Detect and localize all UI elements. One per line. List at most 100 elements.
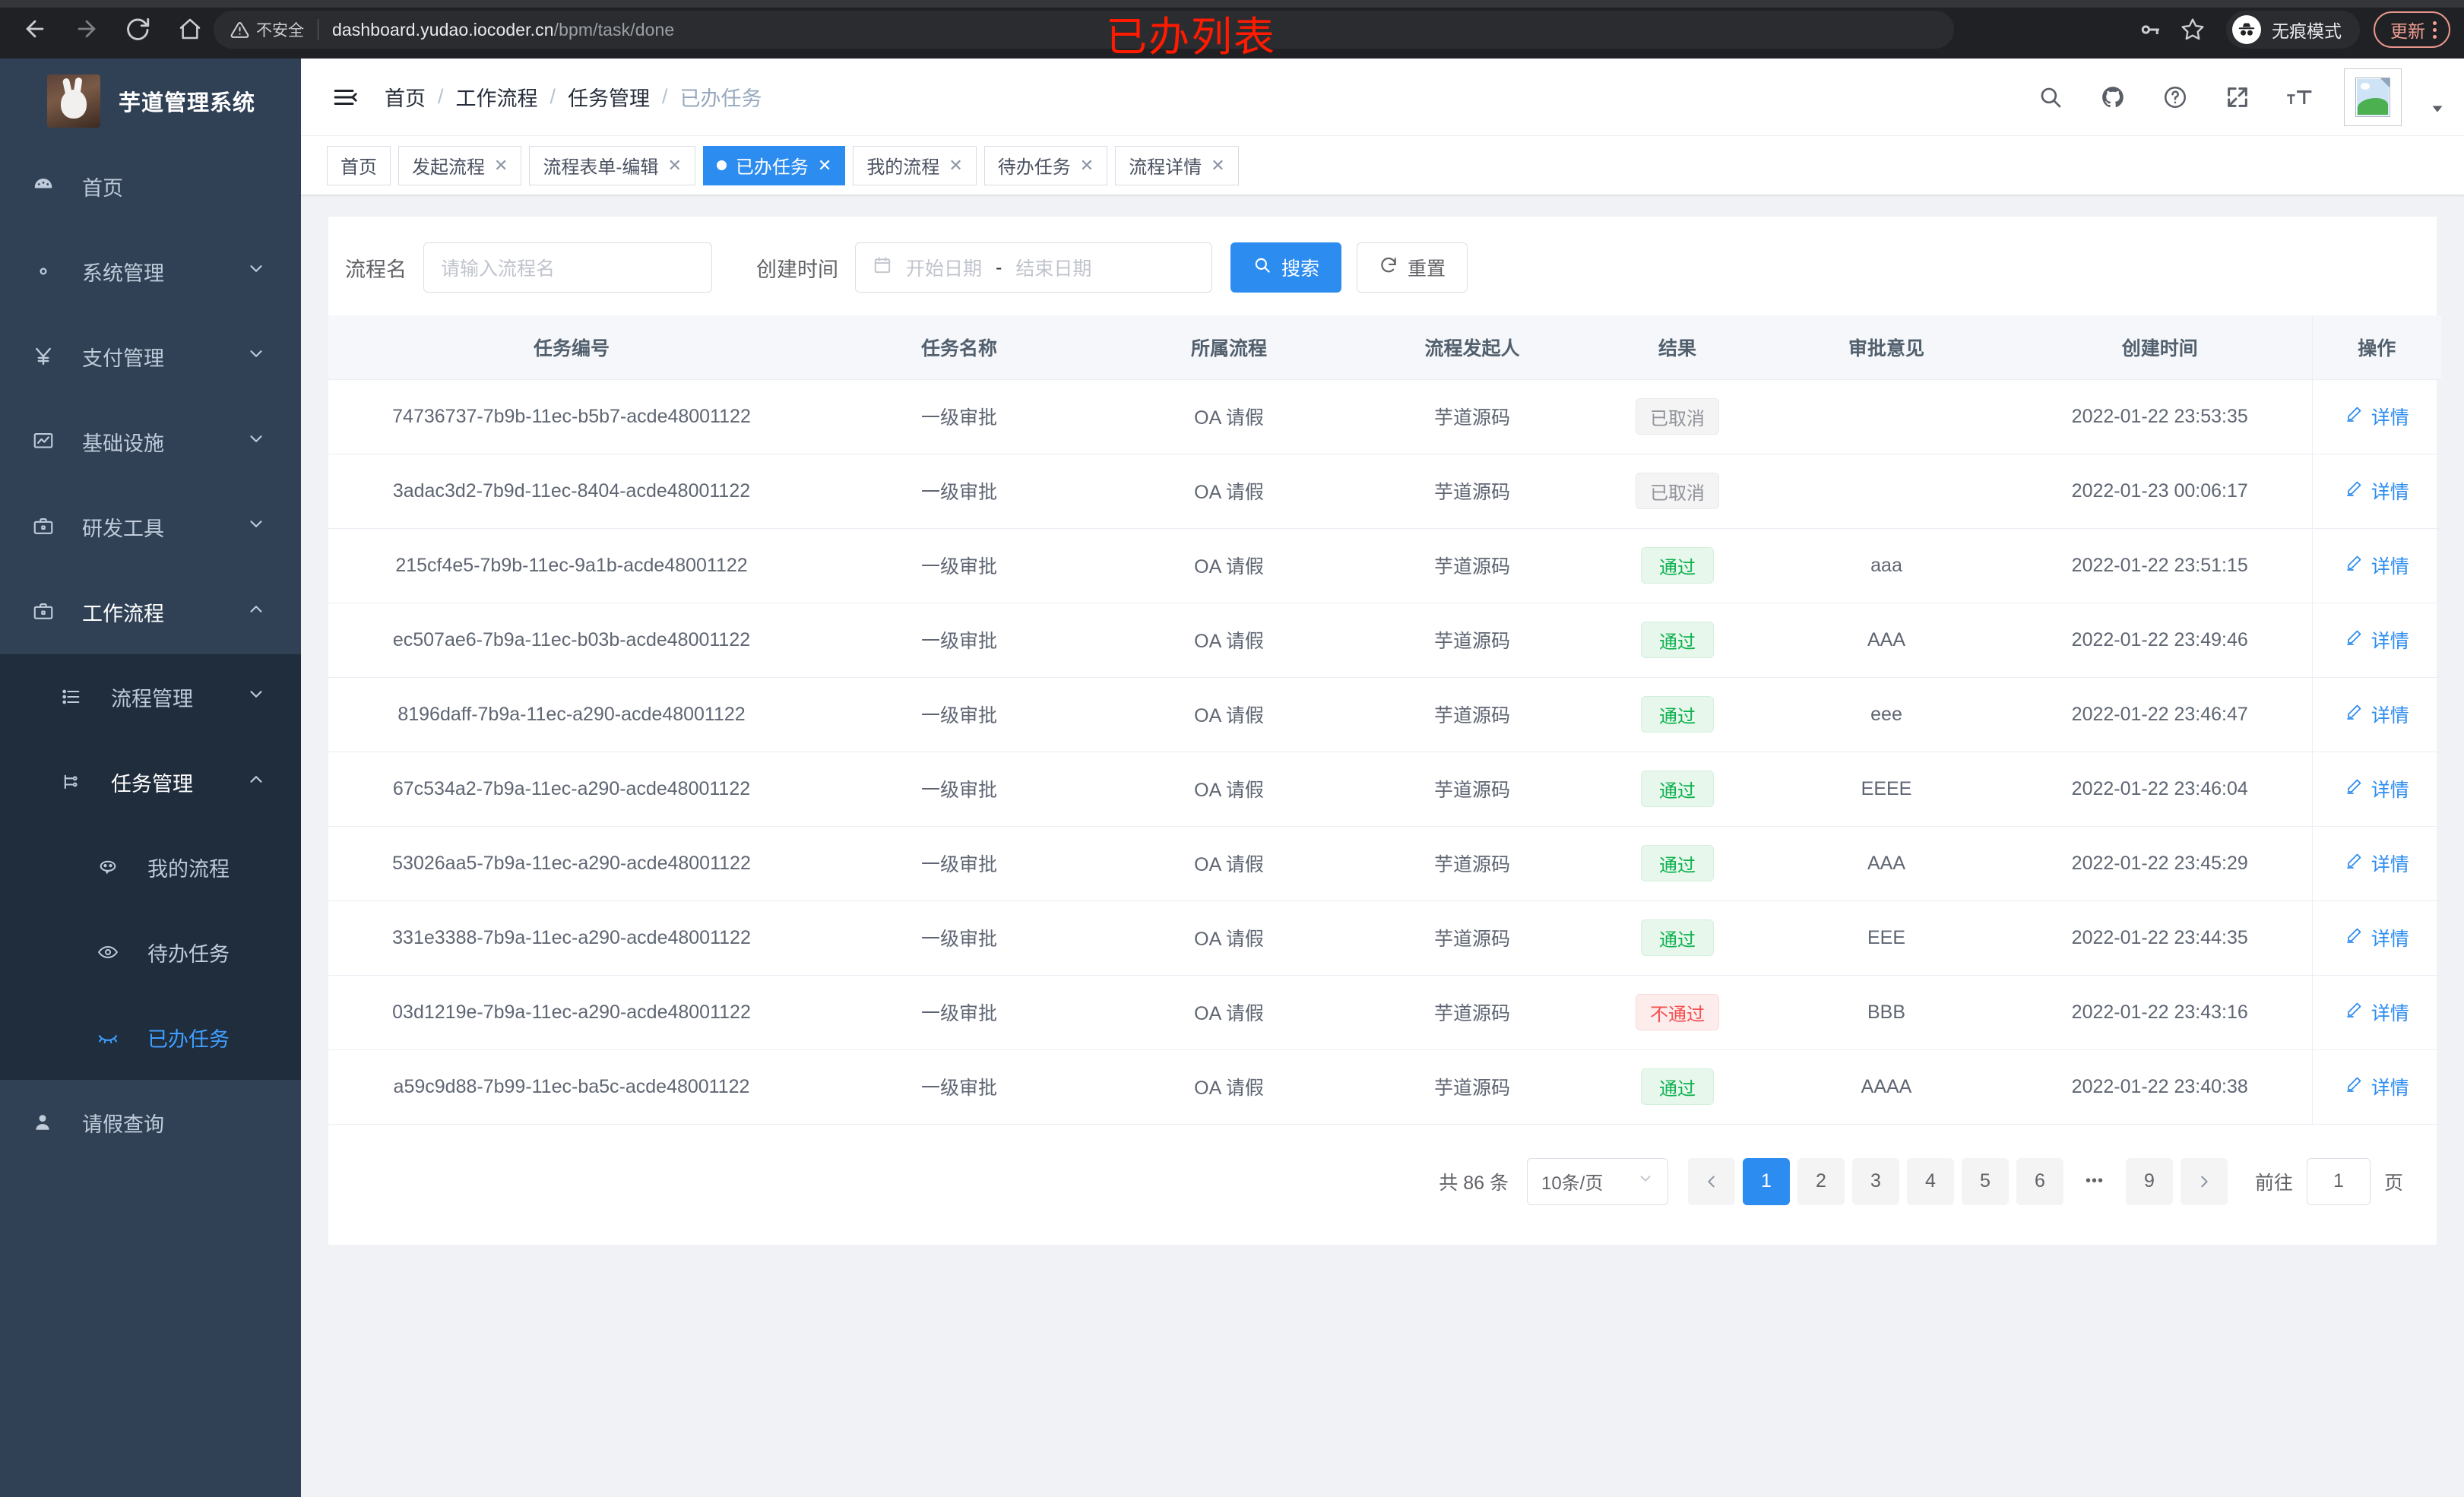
cell-initiator: 芋道源码 <box>1354 752 1590 827</box>
update-button[interactable]: 更新 <box>2374 11 2450 48</box>
detail-link[interactable]: 详情 <box>2345 850 2409 877</box>
date-range-picker[interactable]: 开始日期 - 结束日期 <box>855 242 1212 293</box>
close-icon[interactable]: ✕ <box>949 155 963 175</box>
tab-label: 首页 <box>340 157 377 178</box>
close-icon[interactable]: ✕ <box>494 155 508 175</box>
detail-link[interactable]: 详情 <box>2345 552 2409 579</box>
cell-result: 已取消 <box>1590 379 1765 454</box>
detail-link[interactable]: 详情 <box>2345 775 2409 802</box>
tab-my-process[interactable]: 我的流程 ✕ <box>853 145 977 185</box>
tab-process-form-edit[interactable]: 流程表单-编辑 ✕ <box>529 145 695 185</box>
chat-icon <box>97 856 135 878</box>
sidebar-item-home[interactable]: 首页 <box>0 144 301 229</box>
cell-initiator: 芋道源码 <box>1354 379 1590 454</box>
sidebar-item-label: 已办任务 <box>147 1027 230 1051</box>
page-button-1[interactable]: 1 <box>1742 1157 1790 1205</box>
browser-toolbar-right: 无痕模式 更新 <box>2130 11 2450 49</box>
close-icon[interactable]: ✕ <box>1079 155 1094 175</box>
page-button-6[interactable]: 6 <box>2016 1157 2063 1205</box>
cell-operation: 详情 <box>2311 826 2441 901</box>
search-icon[interactable] <box>2032 79 2069 116</box>
process-name-label: 流程名 <box>345 258 407 281</box>
cell-operation: 详情 <box>2311 752 2441 827</box>
sidebar-item-workflow[interactable]: 工作流程 <box>0 569 301 654</box>
avatar[interactable] <box>2344 68 2402 126</box>
cell-task-id: 8196daff-7b9a-11ec-a290-acde48001122 <box>328 677 815 752</box>
sidebar-toggle-button[interactable] <box>328 81 362 114</box>
cell-comment: AAA <box>1765 603 2008 678</box>
pagination-goto-input[interactable]: 1 <box>2306 1157 2371 1205</box>
detail-link[interactable]: 详情 <box>2345 1073 2409 1100</box>
page-size-select[interactable]: 10条/页 <box>1526 1157 1668 1205</box>
table-row: 331e3388-7b9a-11ec-a290-acde48001122 一级审批… <box>328 900 2441 976</box>
done-task-table: 任务编号 任务名称 所属流程 流程发起人 结果 审批意见 创建时间 操作 747… <box>328 315 2441 1125</box>
page-button-5[interactable]: 5 <box>1961 1157 2009 1205</box>
sidebar-item-infrastructure[interactable]: 基础设施 <box>0 399 301 484</box>
detail-link[interactable]: 详情 <box>2345 626 2409 654</box>
sidebar-item-system[interactable]: 系统管理 <box>0 229 301 314</box>
page-button-9[interactable]: 9 <box>2125 1157 2173 1205</box>
page-button-2[interactable]: 2 <box>1797 1157 1845 1205</box>
page-button-4[interactable]: 4 <box>1906 1157 1954 1205</box>
detail-link[interactable]: 详情 <box>2345 701 2409 728</box>
eye-closed-icon <box>97 1027 135 1048</box>
tab-done-task[interactable]: 已办任务 ✕ <box>702 145 846 185</box>
tab-todo-task[interactable]: 待办任务 ✕ <box>983 145 1108 185</box>
tab-start-process[interactable]: 发起流程 ✕ <box>398 145 522 185</box>
back-button[interactable] <box>17 11 53 47</box>
chrome-menu-icon[interactable] <box>2433 21 2437 39</box>
breadcrumb-item[interactable]: 首页 <box>385 87 426 110</box>
detail-link[interactable]: 详情 <box>2345 924 2409 951</box>
cell-task-name: 一级审批 <box>815 900 1104 976</box>
close-icon[interactable]: ✕ <box>1211 155 1225 175</box>
sidebar-item-process-mgmt[interactable]: 流程管理 <box>0 654 301 739</box>
close-icon[interactable]: ✕ <box>667 155 682 175</box>
cell-process: OA 请假 <box>1104 528 1354 603</box>
incognito-pill[interactable]: 无痕模式 <box>2226 11 2360 49</box>
forward-button[interactable] <box>68 11 105 47</box>
cell-task-id: 74736737-7b9b-11ec-b5b7-acde48001122 <box>328 379 815 454</box>
sidebar-item-leave-query[interactable]: 请假查询 <box>0 1080 301 1165</box>
briefcase-icon <box>32 515 70 538</box>
reset-button[interactable]: 重置 <box>1357 242 1468 293</box>
reload-button[interactable] <box>120 11 157 47</box>
detail-link[interactable]: 详情 <box>2345 403 2409 430</box>
cell-task-id: 215cf4e5-7b9b-11ec-9a1b-acde48001122 <box>328 528 815 603</box>
password-key-icon[interactable] <box>2130 11 2170 49</box>
sidebar-item-task-mgmt[interactable]: 任务管理 <box>0 739 301 824</box>
breadcrumb-item[interactable]: 任务管理 <box>568 87 651 110</box>
breadcrumb-item[interactable]: 工作流程 <box>455 87 538 110</box>
sidebar-item-done-task[interactable]: 已办任务 <box>0 995 301 1080</box>
security-indicator[interactable]: 不安全 <box>230 18 304 41</box>
bookmark-star-icon[interactable] <box>2173 11 2212 49</box>
breadcrumb-separator: / <box>662 85 668 108</box>
tab-home[interactable]: 首页 <box>327 145 391 185</box>
sidebar-item-devtools[interactable]: 研发工具 <box>0 484 301 569</box>
sidebar-item-payment[interactable]: 支付管理 <box>0 314 301 399</box>
close-icon[interactable]: ✕ <box>817 155 832 175</box>
search-button[interactable]: 搜索 <box>1230 242 1341 293</box>
detail-link[interactable]: 详情 <box>2345 999 2409 1026</box>
tab-process-detail[interactable]: 流程详情 ✕ <box>1115 145 1239 185</box>
app-root: 芋道管理系统 首页 系统管理 支付管理 <box>0 59 2464 1497</box>
chevron-down-icon[interactable] <box>2429 100 2446 121</box>
page-next-button[interactable] <box>2180 1157 2228 1205</box>
page-prev-button[interactable] <box>1687 1157 1735 1205</box>
brand[interactable]: 芋道管理系统 <box>0 59 301 144</box>
detail-link[interactable]: 详情 <box>2345 477 2409 505</box>
sidebar-item-todo-task[interactable]: 待办任务 <box>0 910 301 995</box>
page-button-3[interactable]: 3 <box>1851 1157 1899 1205</box>
address-bar[interactable]: 不安全 dashboard.yudao.iocoder.cn/bpm/task/… <box>214 11 1954 49</box>
help-icon[interactable] <box>2157 79 2193 116</box>
table-row: 3adac3d2-7b9d-11ec-8404-acde48001122 一级审批… <box>328 454 2441 529</box>
cell-operation: 详情 <box>2311 900 2441 976</box>
process-name-input[interactable]: 请输入流程名 <box>423 242 712 293</box>
cell-comment: BBB <box>1765 975 2008 1050</box>
sidebar-item-my-process[interactable]: 我的流程 <box>0 824 301 910</box>
github-icon[interactable] <box>2095 79 2131 116</box>
tab-label: 已办任务 <box>735 157 809 178</box>
home-button[interactable] <box>172 11 208 47</box>
font-size-icon[interactable] <box>2282 79 2318 116</box>
fullscreen-icon[interactable] <box>2219 79 2256 116</box>
sidebar-item-label: 流程管理 <box>111 687 193 711</box>
